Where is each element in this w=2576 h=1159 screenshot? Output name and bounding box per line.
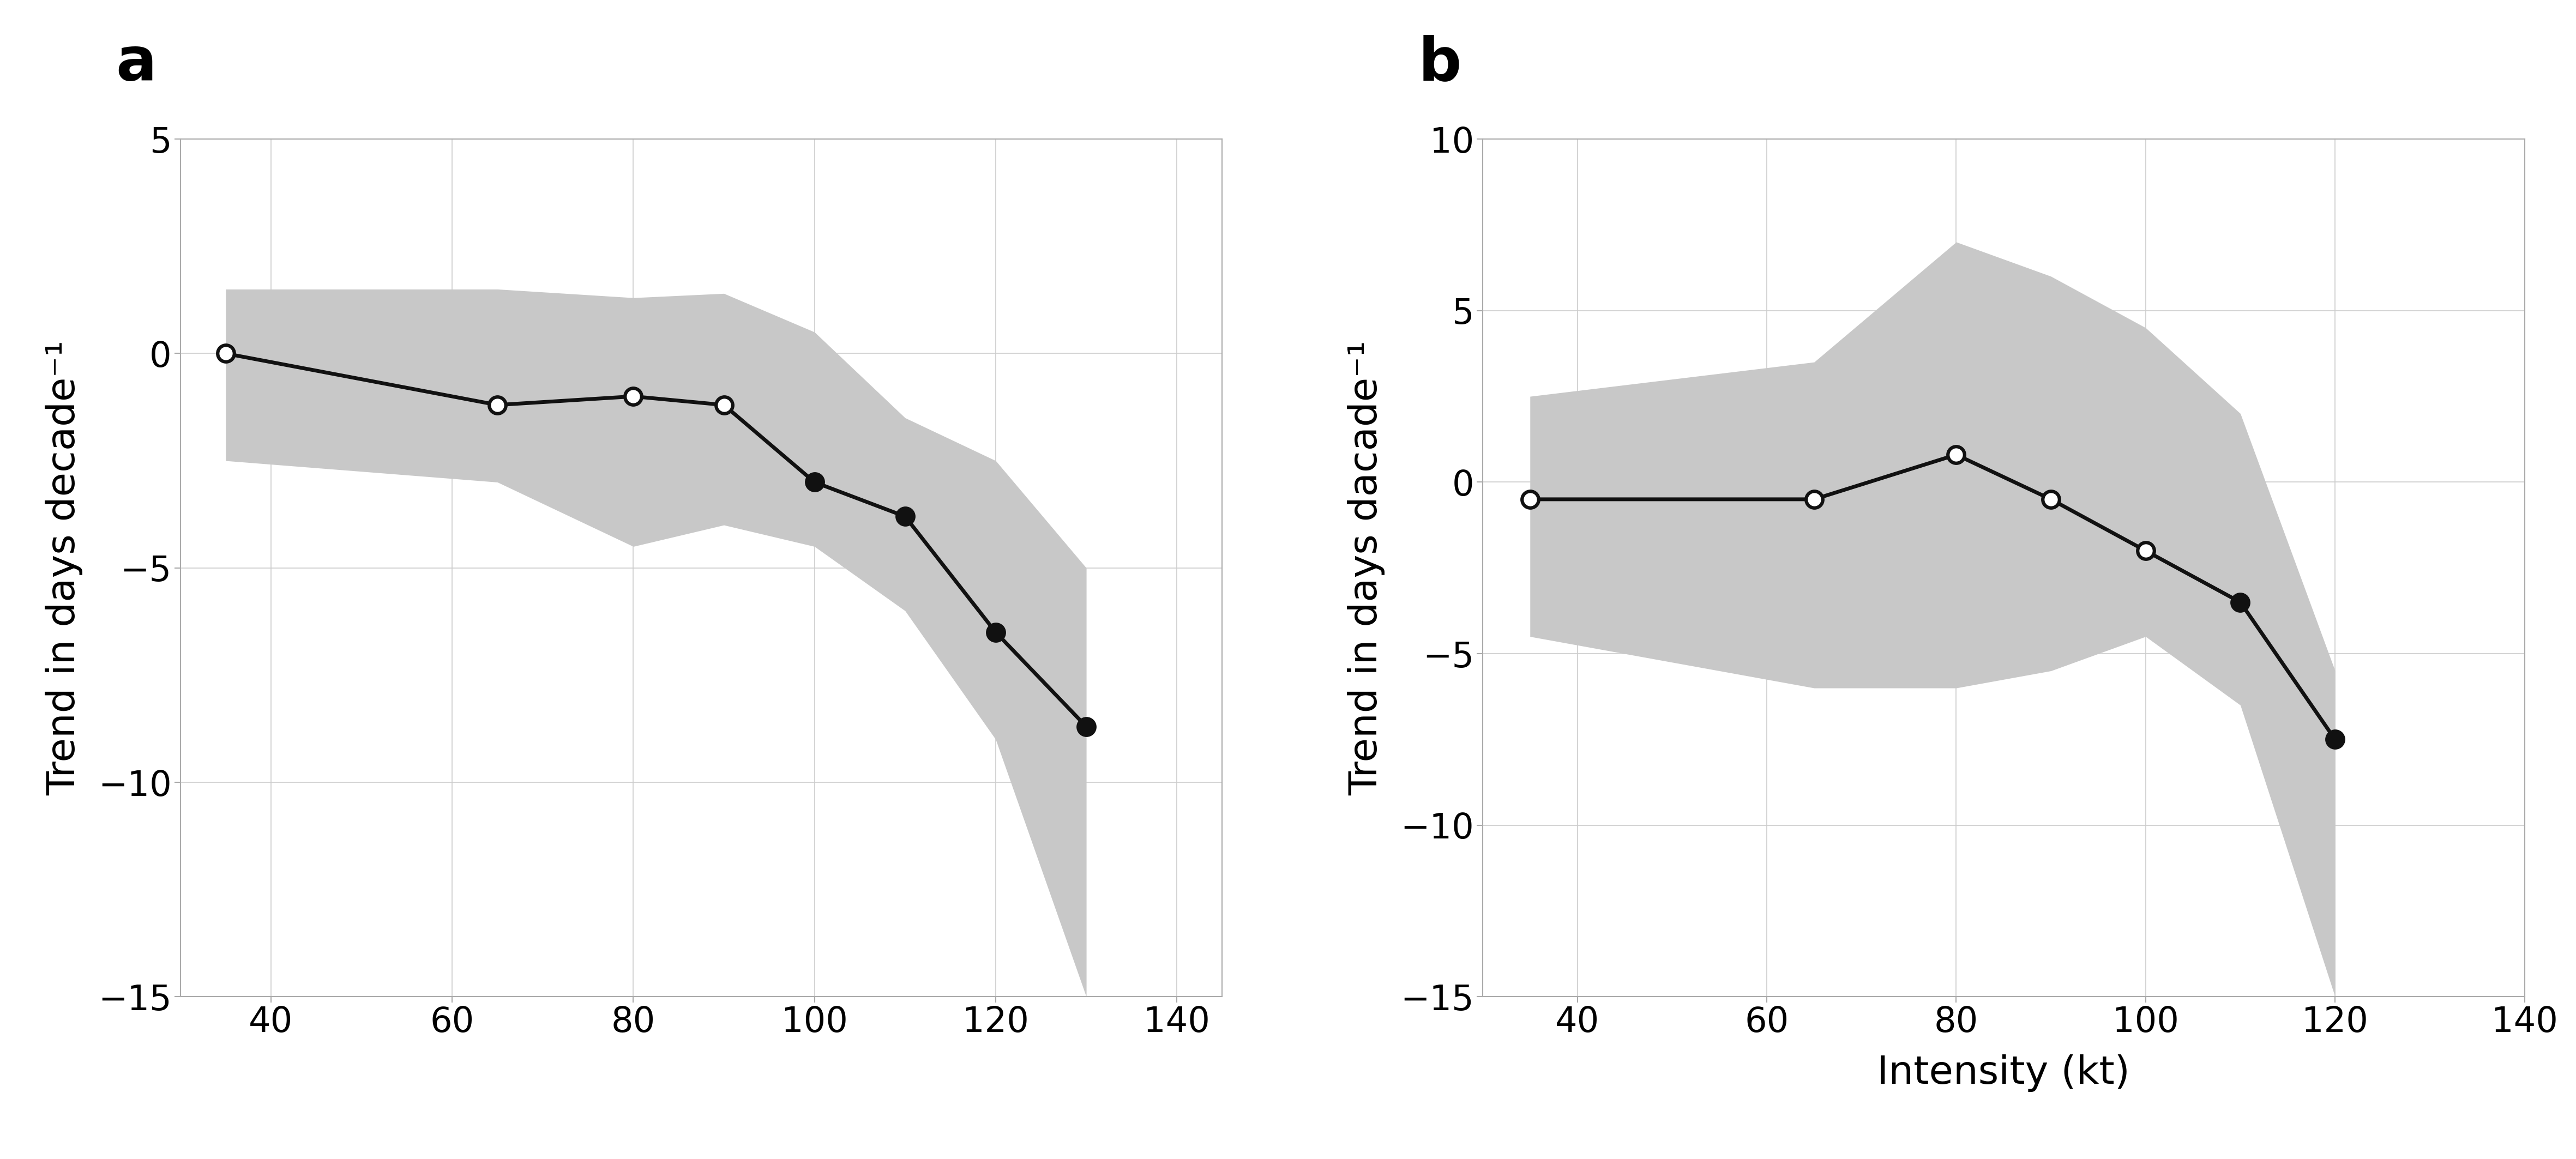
X-axis label: Intensity (kt): Intensity (kt) xyxy=(1878,1055,2130,1092)
Text: b: b xyxy=(1419,35,1461,93)
Y-axis label: Trend in days decade⁻¹: Trend in days decade⁻¹ xyxy=(46,341,82,795)
Text: a: a xyxy=(116,35,157,93)
Y-axis label: Trend in days dacade⁻¹: Trend in days dacade⁻¹ xyxy=(1347,341,1386,795)
